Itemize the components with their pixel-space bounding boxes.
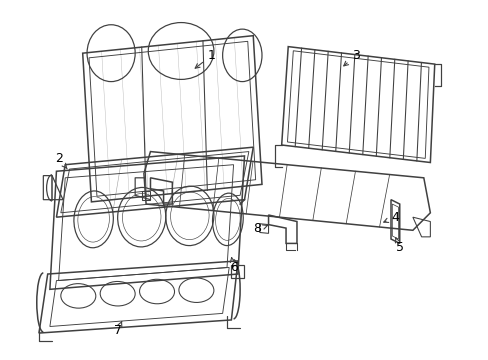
Text: 5: 5 [395,238,403,254]
Text: 4: 4 [383,211,399,224]
Text: 3: 3 [343,49,359,66]
Text: 7: 7 [113,321,122,337]
Text: 2: 2 [55,152,67,169]
Text: 8: 8 [253,222,267,235]
Text: 1: 1 [195,49,215,68]
Text: 6: 6 [229,258,237,274]
